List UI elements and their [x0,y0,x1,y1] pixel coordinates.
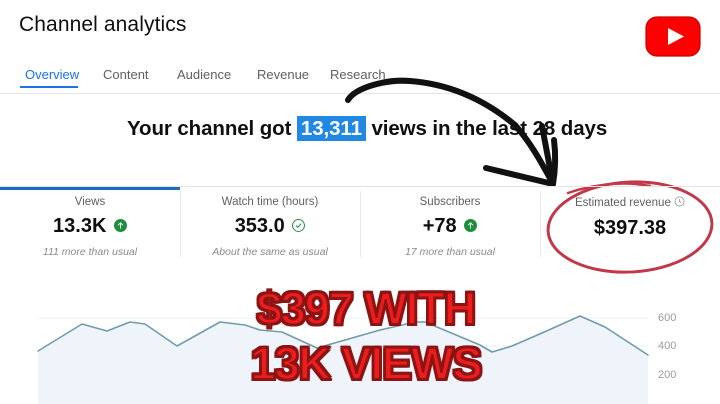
svg-text:400: 400 [658,340,676,352]
svg-text:200: 200 [658,369,676,381]
svg-text:600: 600 [658,312,676,324]
